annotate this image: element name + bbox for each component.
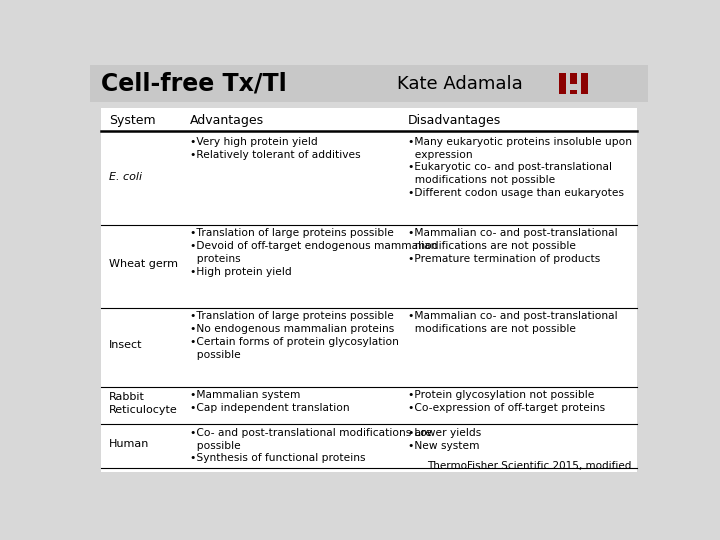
Text: ThermoFisher Scientific 2015, modified: ThermoFisher Scientific 2015, modified <box>427 462 631 471</box>
Text: Wheat germ: Wheat germ <box>109 259 178 269</box>
Text: Disadvantages: Disadvantages <box>408 114 500 127</box>
Text: •Many eukaryotic proteins insoluble upon
  expression
•Eukaryotic co- and post-t: •Many eukaryotic proteins insoluble upon… <box>408 137 631 198</box>
Text: Advantages: Advantages <box>190 114 264 127</box>
FancyBboxPatch shape <box>90 65 648 102</box>
Text: Human: Human <box>109 439 149 449</box>
Text: •Protein glycosylation not possible
•Co-expression of off-target proteins: •Protein glycosylation not possible •Co-… <box>408 390 605 413</box>
Text: E. coli: E. coli <box>109 172 142 182</box>
FancyBboxPatch shape <box>559 73 566 94</box>
Text: System: System <box>109 114 156 127</box>
Text: Insect: Insect <box>109 340 143 350</box>
Text: •Co- and post-translational modifications are
  possible
•Synthesis of functiona: •Co- and post-translational modification… <box>190 428 432 463</box>
FancyBboxPatch shape <box>101 109 637 472</box>
Text: •Translation of large proteins possible
•Devoid of off-target endogenous mammali: •Translation of large proteins possible … <box>190 228 437 276</box>
FancyBboxPatch shape <box>570 90 577 94</box>
Text: •Mammalian system
•Cap independent translation: •Mammalian system •Cap independent trans… <box>190 390 349 413</box>
Text: •Mammalian co- and post-translational
  modifications are not possible: •Mammalian co- and post-translational mo… <box>408 312 617 334</box>
Text: Kate Adamala: Kate Adamala <box>397 75 523 92</box>
FancyBboxPatch shape <box>570 73 577 84</box>
Text: •Lower yields
•New system: •Lower yields •New system <box>408 428 481 450</box>
Text: •Very high protein yield
•Relatively tolerant of additives: •Very high protein yield •Relatively tol… <box>190 137 361 159</box>
FancyBboxPatch shape <box>581 73 588 94</box>
Text: •Mammalian co- and post-translational
  modifications are not possible
•Prematur: •Mammalian co- and post-translational mo… <box>408 228 617 264</box>
Text: Rabbit
Reticulocyte: Rabbit Reticulocyte <box>109 392 178 415</box>
Text: Cell-free Tx/Tl: Cell-free Tx/Tl <box>101 71 287 96</box>
Text: •Translation of large proteins possible
•No endogenous mammalian proteins
•Certa: •Translation of large proteins possible … <box>190 312 399 360</box>
